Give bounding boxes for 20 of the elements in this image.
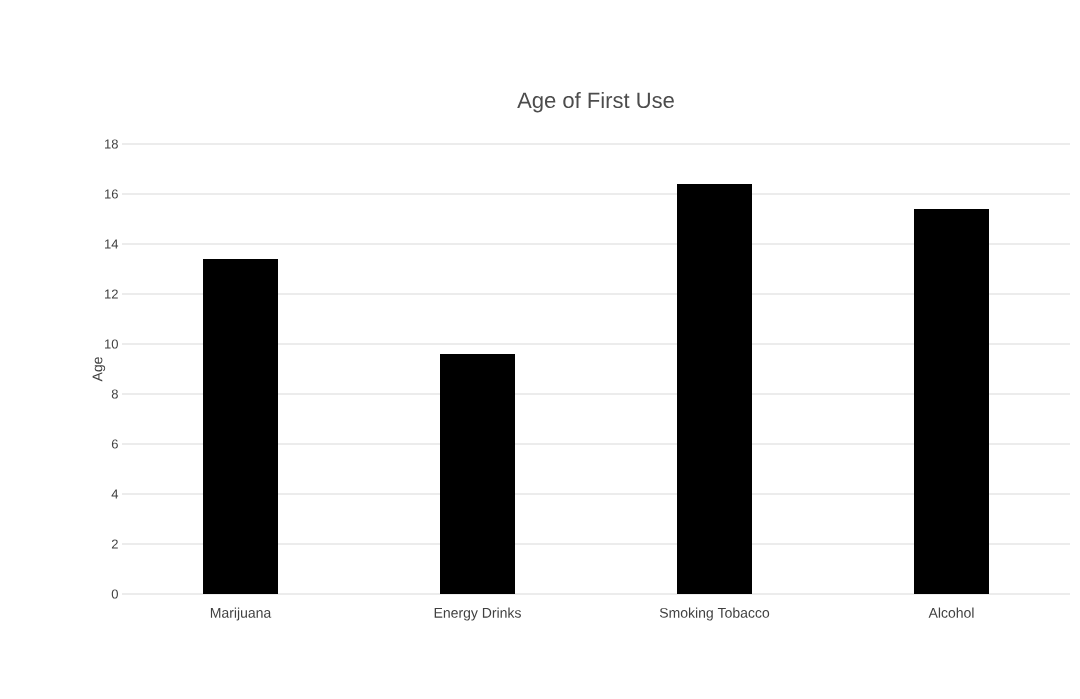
y-tick-label: 2 — [111, 539, 118, 549]
x-tick-label: Energy Drinks — [434, 607, 521, 621]
x-tick-label: Smoking Tobacco — [659, 607, 770, 621]
bar — [440, 353, 515, 594]
y-tick-label: 0 — [111, 589, 118, 599]
bar — [203, 258, 279, 594]
y-tick-label: 10 — [105, 339, 118, 349]
y-tick-label: 16 — [105, 189, 118, 199]
bar — [914, 208, 989, 594]
x-tick-label: Alcohol — [928, 607, 974, 618]
y-tick-label: 14 — [105, 239, 119, 249]
y-tick-label: 6 — [111, 439, 118, 449]
chart-title: Age of First Use — [517, 91, 674, 113]
bar — [677, 183, 752, 594]
x-tick-label: Marijuana — [210, 607, 272, 621]
y-axis-title: Age — [92, 357, 106, 382]
y-tick-label: 18 — [105, 139, 118, 149]
y-tick-label: 12 — [105, 289, 118, 299]
y-tick-label: 4 — [111, 489, 119, 499]
y-tick-label: 8 — [111, 389, 118, 399]
